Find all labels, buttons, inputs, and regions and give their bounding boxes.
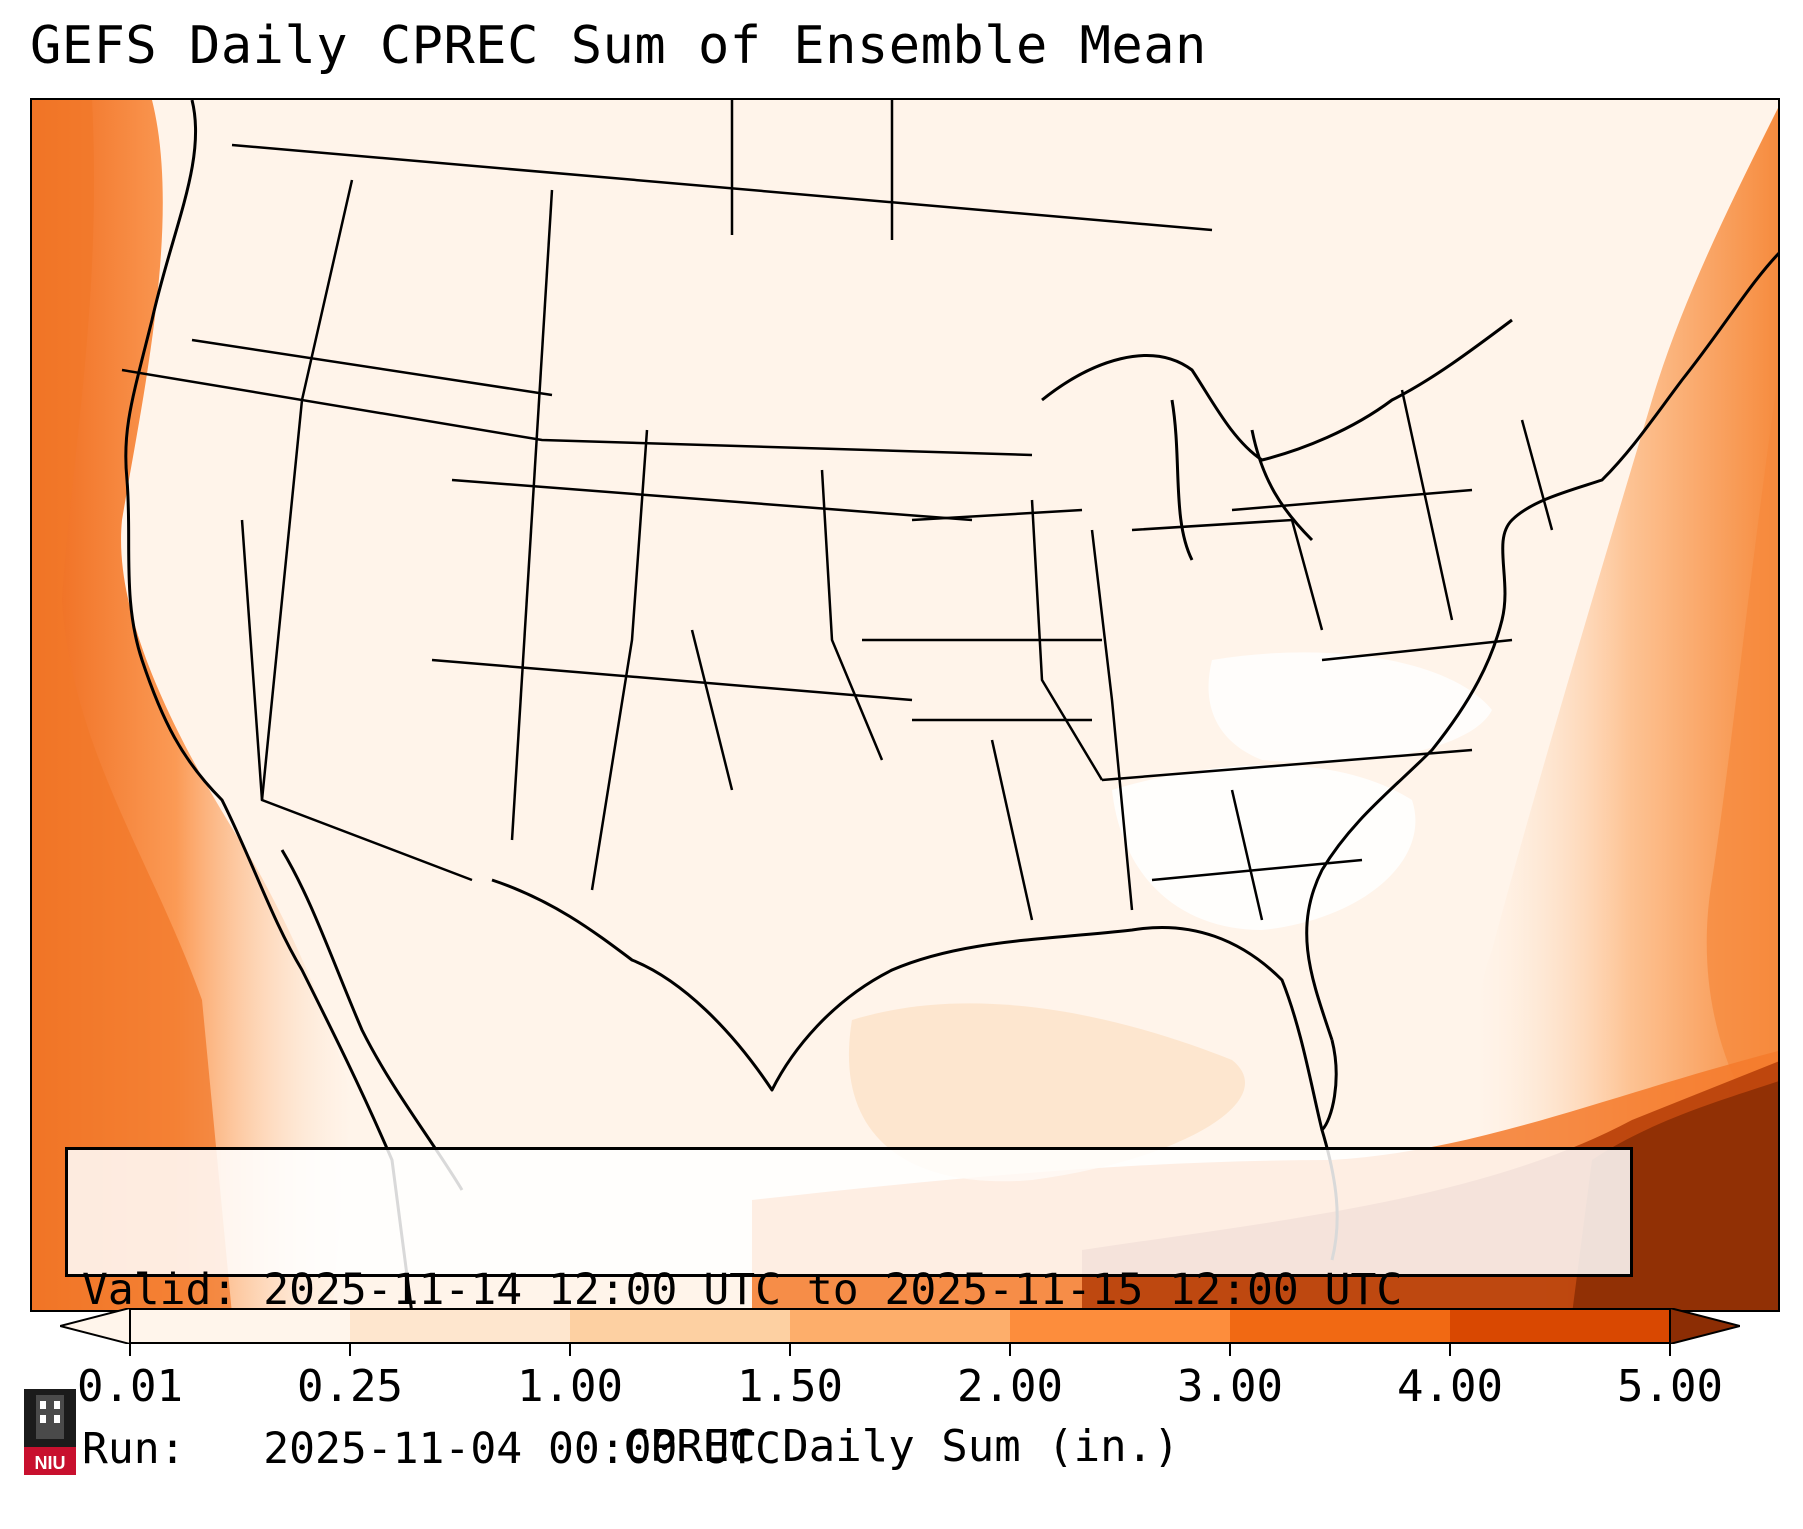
valid-run-box: Valid: 2025-11-14 12:00 UTC to 2025-11-1… xyxy=(65,1147,1633,1474)
valid-time-text: Valid: 2025-11-14 12:00 UTC to 2025-11-1… xyxy=(82,1265,1403,1315)
colorbar-tick-label: 2.00 xyxy=(957,1361,1063,1412)
west-precip-core xyxy=(32,100,232,1310)
atlantic-precip-core xyxy=(1706,377,1778,1146)
east-precip-band xyxy=(1475,108,1778,1310)
colorbar-tick-label: 0.25 xyxy=(297,1361,403,1412)
gulf-precip xyxy=(848,1003,1246,1182)
colorbar-tick-label: 5.00 xyxy=(1617,1361,1723,1412)
colorbar-tick-mark xyxy=(129,1344,131,1356)
colorbar-tick-mark xyxy=(789,1344,791,1356)
colorbar-segment xyxy=(350,1308,571,1344)
map-title: GEFS Daily CPREC Sum of Ensemble Mean xyxy=(30,16,1207,76)
southeast-dry xyxy=(1112,765,1416,930)
colorbar-tick-mark xyxy=(1449,1344,1451,1356)
colorbar-segment xyxy=(1010,1308,1231,1344)
university-tower-icon: NIU xyxy=(24,1389,76,1475)
colorbar-tick-label: 0.01 xyxy=(77,1361,183,1412)
precipitation-map xyxy=(30,98,1780,1312)
colorbar-segment xyxy=(1450,1308,1671,1344)
colorbar-tick-label: 1.50 xyxy=(737,1361,843,1412)
colorbar-segment xyxy=(130,1308,351,1344)
colorbar-tick-mark xyxy=(1669,1344,1671,1356)
colorbar-extend-high xyxy=(1669,1308,1740,1344)
colorbar-label: CPREC Daily Sum (in.) xyxy=(623,1421,1180,1472)
colorbar xyxy=(60,1308,1740,1344)
colorbar-segment xyxy=(1230,1308,1451,1344)
colorbar-extend-low xyxy=(60,1308,131,1344)
carolina-dry xyxy=(1208,652,1492,763)
colorbar-tick-mark xyxy=(1009,1344,1011,1356)
run-time-text: Run: 2025-11-04 00:00 UTC xyxy=(82,1424,781,1474)
colorbar-tick-label: 3.00 xyxy=(1177,1361,1283,1412)
logo-text: NIU xyxy=(35,1453,66,1473)
colorbar-tick-label: 1.00 xyxy=(517,1361,623,1412)
map-canvas xyxy=(32,100,1778,1310)
colorbar-tick-mark xyxy=(569,1344,571,1356)
colorbar-tick-mark xyxy=(1229,1344,1231,1356)
colorbar-tick-label: 4.00 xyxy=(1397,1361,1503,1412)
state-borders xyxy=(121,100,1554,921)
colorbar-outline xyxy=(129,1308,1671,1344)
colorbar-tick-mark xyxy=(349,1344,351,1356)
colorbar-segment xyxy=(790,1308,1011,1344)
colorbar-segment xyxy=(570,1308,791,1344)
